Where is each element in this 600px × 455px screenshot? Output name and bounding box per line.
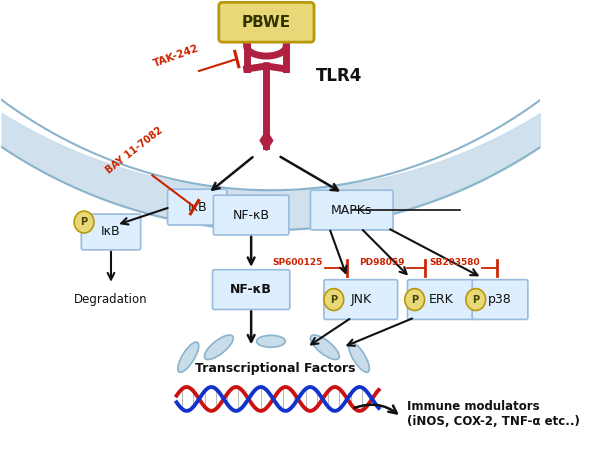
Circle shape xyxy=(405,288,425,310)
Text: P: P xyxy=(411,294,418,304)
Text: JNK: JNK xyxy=(350,293,371,306)
FancyBboxPatch shape xyxy=(310,190,393,230)
Text: P: P xyxy=(330,294,337,304)
Text: NF-κB: NF-κB xyxy=(230,283,272,296)
Text: PBWE: PBWE xyxy=(242,15,291,30)
Text: Degradation: Degradation xyxy=(74,293,148,306)
Text: SB203580: SB203580 xyxy=(430,258,481,267)
Ellipse shape xyxy=(178,342,199,372)
Text: IκB: IκB xyxy=(187,201,207,214)
Ellipse shape xyxy=(310,335,339,359)
Ellipse shape xyxy=(257,335,285,347)
Ellipse shape xyxy=(349,342,370,372)
FancyBboxPatch shape xyxy=(472,280,528,319)
Text: p38: p38 xyxy=(488,293,512,306)
Polygon shape xyxy=(260,131,273,151)
FancyBboxPatch shape xyxy=(212,270,290,309)
Text: PD98059: PD98059 xyxy=(359,258,405,267)
FancyBboxPatch shape xyxy=(214,195,289,235)
Text: P: P xyxy=(472,294,479,304)
Circle shape xyxy=(324,288,344,310)
Circle shape xyxy=(466,288,485,310)
Text: SP600125: SP600125 xyxy=(272,258,323,267)
FancyBboxPatch shape xyxy=(82,214,140,250)
Text: ERK: ERK xyxy=(429,293,454,306)
Circle shape xyxy=(74,211,94,233)
Text: TAK-242: TAK-242 xyxy=(152,43,201,69)
FancyBboxPatch shape xyxy=(219,2,314,42)
Ellipse shape xyxy=(205,335,233,359)
FancyBboxPatch shape xyxy=(167,189,227,225)
Text: TLR4: TLR4 xyxy=(316,67,362,85)
Text: MAPKs: MAPKs xyxy=(331,203,373,217)
Text: IκB: IκB xyxy=(101,226,121,238)
Text: NF-κB: NF-κB xyxy=(233,208,269,222)
Text: BAY 11-7082: BAY 11-7082 xyxy=(104,125,164,176)
FancyBboxPatch shape xyxy=(407,280,476,319)
FancyBboxPatch shape xyxy=(324,280,398,319)
Text: P: P xyxy=(80,217,88,227)
Text: Immune modulators
(iNOS, COX-2, TNF-α etc..): Immune modulators (iNOS, COX-2, TNF-α et… xyxy=(407,400,580,428)
Text: Transcriptional Factors: Transcriptional Factors xyxy=(195,362,356,375)
